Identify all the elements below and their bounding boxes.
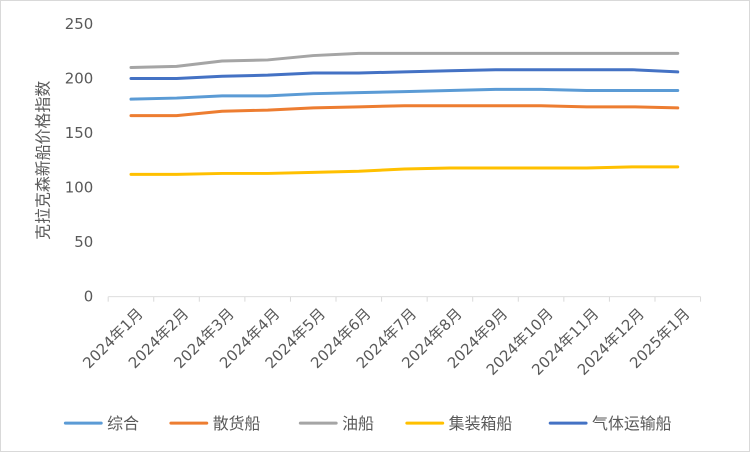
series-line-1 bbox=[129, 87, 680, 101]
y-axis: 0 50 100 150 200 250 bbox=[65, 15, 93, 306]
legend-label: 综合 bbox=[107, 414, 139, 433]
legend-label: 气体运输船 bbox=[592, 414, 672, 433]
y-tick-label: 150 bbox=[65, 124, 93, 142]
y-tick-label: 100 bbox=[65, 179, 93, 197]
legend: 综合 散货船 油船 集装箱船 气体运输船 bbox=[63, 414, 672, 433]
y-tick-label: 50 bbox=[74, 233, 93, 251]
y-tick-label: 250 bbox=[65, 15, 93, 33]
y-axis-title: 克拉克森新船价格指数 bbox=[33, 81, 52, 240]
series-line-3 bbox=[129, 51, 680, 69]
y-tick-label: 0 bbox=[84, 288, 94, 306]
plot-area bbox=[129, 51, 680, 176]
y-tick-label: 200 bbox=[65, 69, 93, 87]
legend-label: 集装箱船 bbox=[449, 414, 513, 433]
series-line-2 bbox=[129, 104, 680, 118]
legend-label: 散货船 bbox=[213, 414, 261, 433]
legend-label: 油船 bbox=[342, 414, 374, 433]
series-line-5 bbox=[129, 68, 680, 80]
x-axis: 2024年1月2024年2月2024年3月2024年4月2024年5月2024年… bbox=[79, 296, 702, 379]
series-line-4 bbox=[129, 165, 680, 176]
